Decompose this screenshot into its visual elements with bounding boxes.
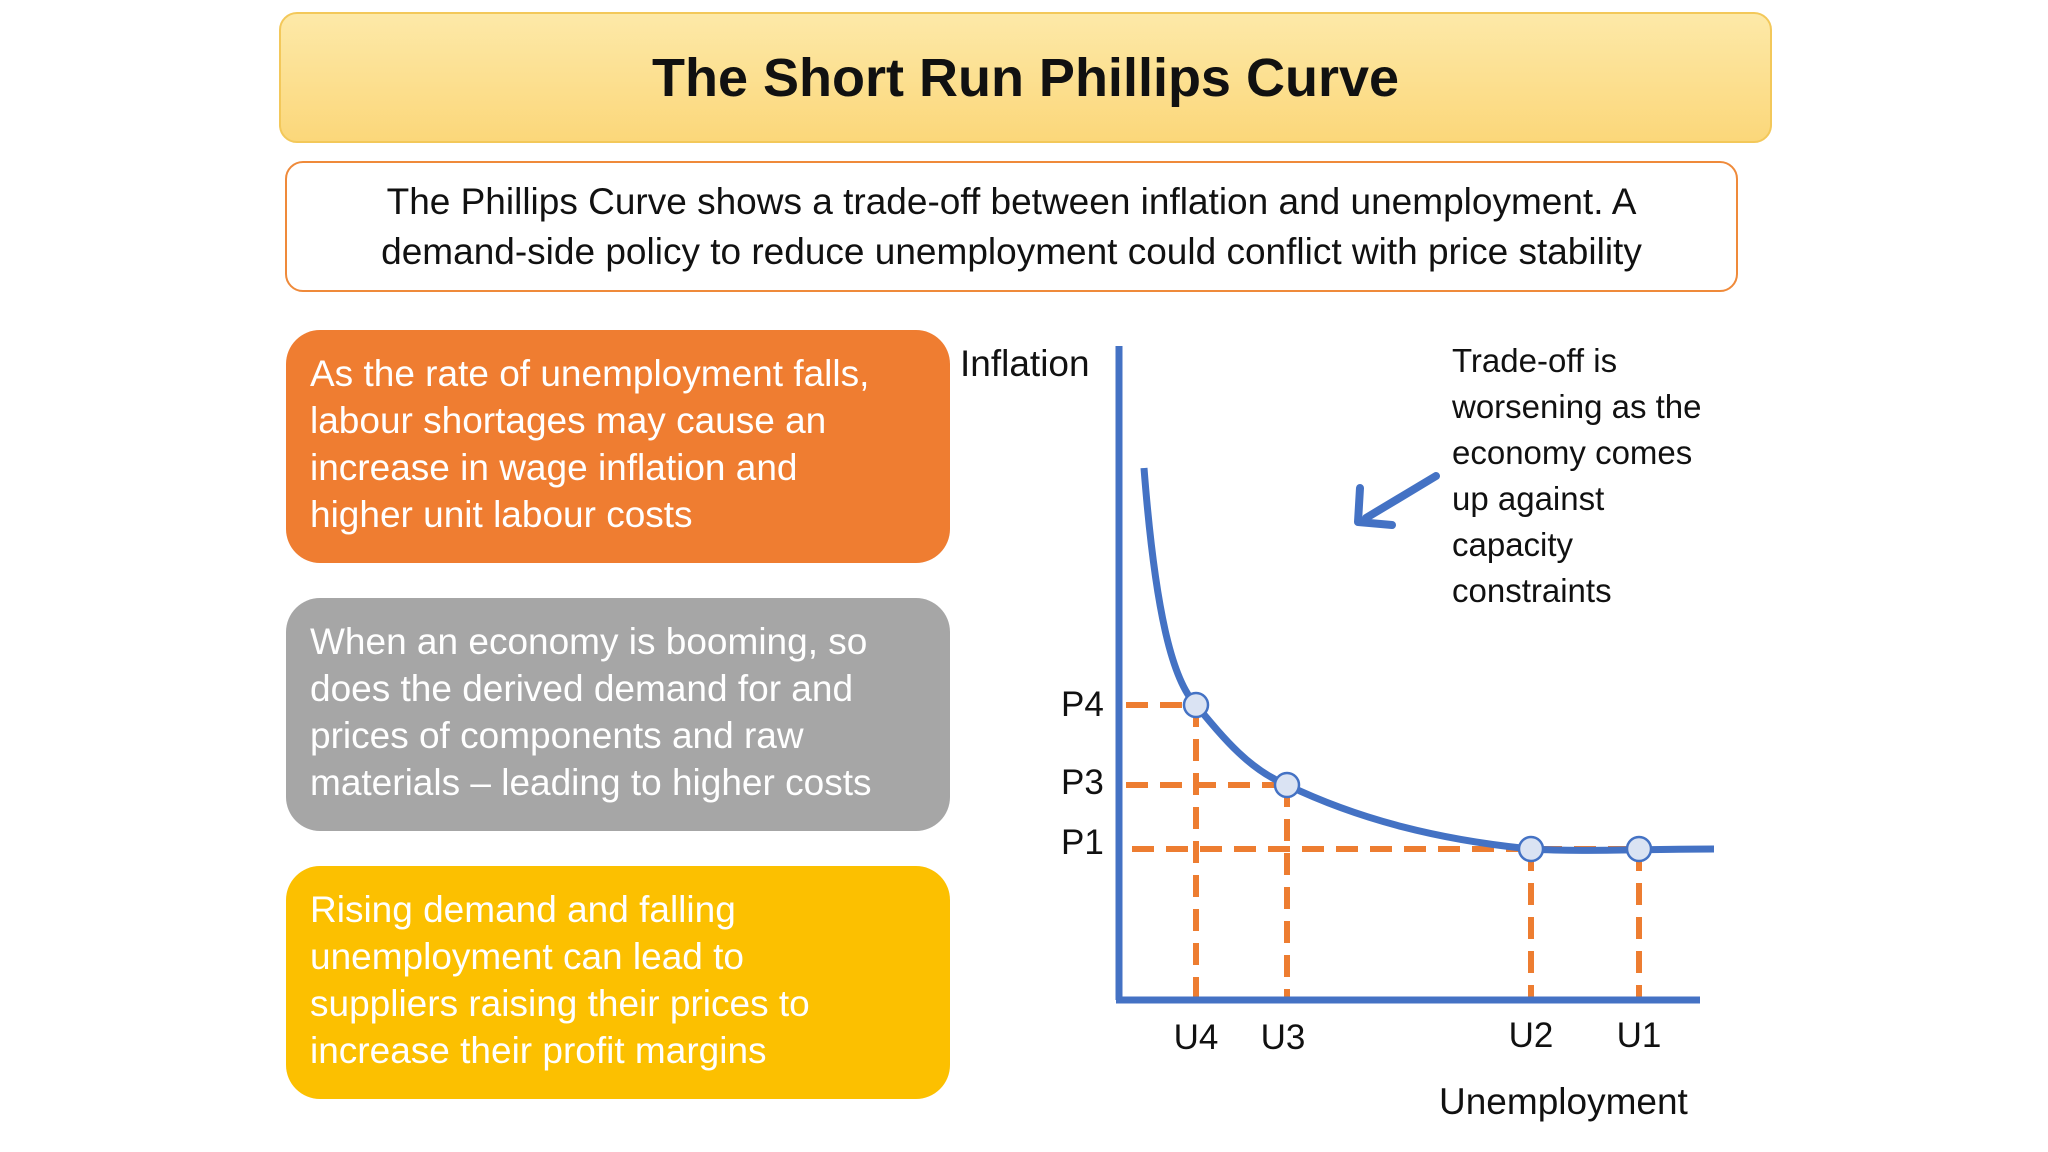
y-tick-label-p1: P1 [1061,823,1104,862]
card-line: prices of components and raw [310,715,804,756]
card-line: Rising demand and falling [310,889,736,930]
point-p1-u1 [1625,835,1653,863]
card-line: increase in wage inflation and [310,447,798,488]
annotation-line: capacity [1452,526,1574,563]
card-wage-inflation: As the rate of unemployment falls, labou… [286,330,950,563]
card-line: labour shortages may cause an [310,400,827,441]
card-line: As the rate of unemployment falls, [310,353,870,394]
arrow-down-left-icon [1354,472,1440,529]
y-tick-label-p3: P3 [1061,763,1104,802]
x-tick-label-u1: U1 [1617,1016,1662,1055]
annotation-line: up against [1452,480,1604,517]
point-p3-u3 [1273,771,1301,799]
point-p1-u2 [1517,835,1545,863]
annotation-line: worsening as the [1451,388,1701,425]
y-tick-label-p4: P4 [1061,685,1104,724]
card-line: When an economy is booming, so [310,621,868,662]
card-line: higher unit labour costs [310,494,693,535]
x-axis-label: Unemployment [1439,1081,1689,1122]
intro-box: The Phillips Curve shows a trade-off bet… [285,161,1738,292]
y-axis-label: Inflation [960,343,1090,384]
card-profit-margins: Rising demand and falling unemployment c… [286,866,950,1099]
point-p4-u4 [1182,691,1210,719]
annotation-line: Trade-off is [1452,342,1617,379]
x-tick-label-u4: U4 [1174,1018,1219,1057]
card-line: increase their profit margins [310,1030,767,1071]
intro-line-2: demand-side policy to reduce unemploymen… [381,230,1642,272]
annotation-text: Trade-off is worsening as the economy co… [1451,342,1701,609]
page-title: The Short Run Phillips Curve [651,47,1400,108]
intro-line-1: The Phillips Curve shows a trade-off bet… [386,180,1637,222]
x-tick-label-u3: U3 [1261,1018,1306,1057]
phillips-curve [1140,467,1715,854]
title-banner: The Short Run Phillips Curve [279,12,1772,143]
card-line: unemployment can lead to [310,936,744,977]
card-derived-demand: When an economy is booming, so does the … [286,598,950,831]
annotation-line: constraints [1452,572,1612,609]
x-tick-label-u2: U2 [1509,1016,1554,1055]
card-line: does the derived demand for and [310,668,854,709]
card-line: suppliers raising their prices to [310,983,810,1024]
annotation-line: economy comes [1452,434,1692,471]
card-line: materials – leading to higher costs [310,762,872,803]
